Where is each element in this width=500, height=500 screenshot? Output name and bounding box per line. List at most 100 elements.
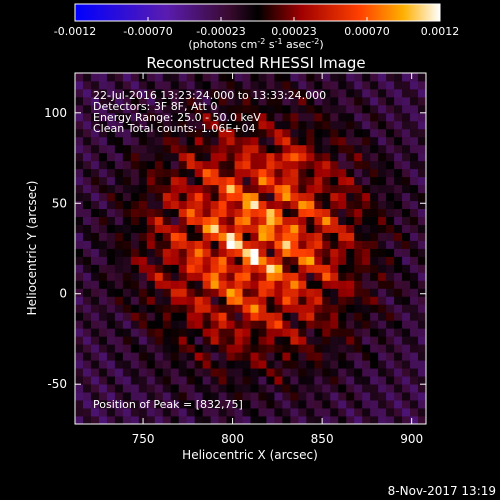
heatmap-cell	[218, 384, 227, 393]
heatmap-cell	[290, 392, 299, 401]
heatmap-cell	[226, 368, 235, 377]
heatmap-cell	[250, 120, 259, 130]
heatmap-cell	[362, 416, 371, 424]
heatmap-cell	[290, 416, 299, 424]
heatmap-cell	[194, 272, 204, 281]
heatmap-cell	[162, 176, 172, 186]
heatmap-cell	[75, 96, 84, 106]
chart-title: Reconstructed RHESSI Image	[146, 54, 365, 72]
heatmap-cell	[402, 136, 411, 146]
heatmap-cell	[154, 240, 164, 249]
heatmap-cell	[330, 120, 339, 130]
heatmap-cell	[106, 176, 116, 186]
heatmap-cell	[178, 136, 188, 146]
heatmap-cell	[82, 88, 92, 98]
heatmap-cell	[98, 256, 108, 265]
heatmap-cell	[402, 328, 411, 337]
heatmap-cell	[314, 104, 323, 114]
heatmap-cell	[250, 344, 259, 353]
heatmap-cell	[418, 160, 426, 170]
heatmap-cell	[122, 120, 132, 130]
heatmap-cell	[362, 336, 371, 345]
heatmap-cell	[410, 352, 419, 361]
heatmap-cell	[290, 408, 299, 417]
heatmap-cell	[90, 136, 100, 146]
heatmap-cell	[242, 280, 251, 289]
heatmap-cell	[186, 240, 196, 249]
heatmap-cell	[402, 416, 411, 424]
heatmap-cell	[90, 216, 100, 225]
heatmap-cell	[138, 88, 148, 98]
heatmap-cell	[346, 232, 355, 241]
heatmap-cell	[146, 120, 156, 130]
heatmap-cell	[362, 136, 371, 146]
heatmap-cell	[354, 112, 363, 122]
colorbar-tick-label: -0.00023	[196, 25, 245, 38]
heatmap-cell	[75, 368, 84, 377]
heatmap-cell	[410, 73, 419, 82]
heatmap-cell	[274, 328, 283, 337]
heatmap-cell	[114, 208, 124, 217]
heatmap-cell	[378, 344, 387, 353]
heatmap-cell	[210, 400, 219, 409]
heatmap-cell	[154, 73, 164, 82]
heatmap-cell	[418, 416, 426, 424]
heatmap-cell	[162, 280, 172, 289]
heatmap-cell	[282, 136, 291, 146]
heatmap-cell	[226, 192, 235, 202]
heatmap-cell	[130, 280, 140, 289]
heatmap-cell	[298, 312, 307, 321]
heatmap-cell	[75, 344, 84, 353]
heatmap-cell	[354, 248, 363, 257]
heatmap-cell	[138, 80, 148, 90]
heatmap-cell	[282, 224, 291, 233]
heatmap-cell	[386, 328, 395, 337]
heatmap-cell	[242, 368, 251, 377]
heatmap-cell	[218, 416, 227, 424]
heatmap-cell	[146, 376, 156, 385]
heatmap-cell	[218, 192, 227, 202]
heatmap-cell	[234, 184, 243, 194]
heatmap-cell	[154, 216, 164, 225]
heatmap-cell	[114, 248, 124, 257]
heatmap-cell	[394, 408, 403, 417]
heatmap-cell	[194, 73, 204, 82]
heatmap-cell	[394, 128, 403, 138]
heatmap-cell	[106, 208, 116, 217]
heatmap-cell	[362, 264, 371, 273]
heatmap-cell	[250, 216, 259, 225]
heatmap-cell	[234, 400, 243, 409]
heatmap-cell	[194, 224, 204, 233]
heatmap-cell	[202, 360, 212, 369]
heatmap-cell	[410, 288, 419, 297]
heatmap-cell	[178, 280, 188, 289]
heatmap-cell	[122, 376, 132, 385]
y-tick-label: 100	[44, 106, 67, 120]
heatmap-cell	[106, 392, 116, 401]
heatmap-cell	[226, 328, 235, 337]
heatmap-cell	[90, 384, 100, 393]
heatmap-cell	[162, 336, 172, 345]
heatmap-cell	[234, 216, 243, 225]
heatmap-cell	[338, 312, 347, 321]
heatmap-cell	[306, 73, 315, 82]
heatmap-cell	[338, 264, 347, 273]
heatmap-cell	[250, 408, 259, 417]
colorbar-tick-label: 0.00070	[344, 25, 390, 38]
heatmap-cell	[90, 336, 100, 345]
heatmap-cell	[362, 96, 371, 106]
heatmap-cell	[338, 320, 347, 329]
heatmap-cell	[354, 128, 363, 138]
heatmap-cell	[378, 192, 387, 202]
heatmap-cell	[226, 144, 235, 154]
heatmap-cell	[194, 256, 204, 265]
heatmap-cell	[258, 264, 267, 273]
heatmap-cell	[234, 288, 243, 297]
heatmap-cell	[154, 304, 164, 313]
heatmap-cell	[282, 288, 291, 297]
heatmap-cell	[154, 256, 164, 265]
heatmap-cell	[178, 376, 188, 385]
heatmap-cell	[242, 160, 251, 170]
heatmap-cell	[370, 208, 379, 217]
